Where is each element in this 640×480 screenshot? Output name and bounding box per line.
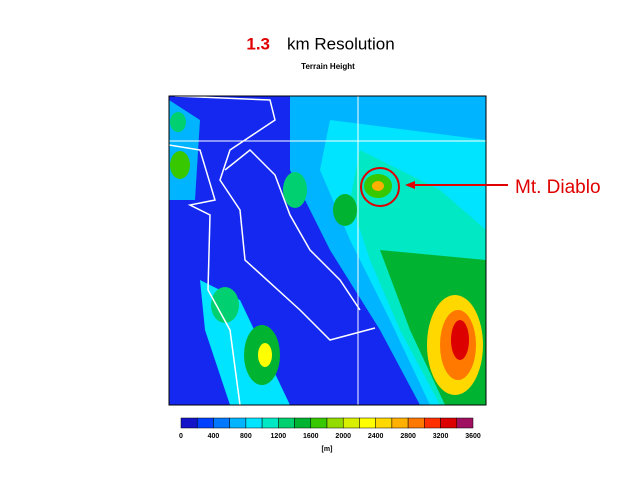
colorbar-tick-label: 2000	[335, 433, 351, 440]
colorbar-swatch	[294, 417, 312, 429]
colorbar-swatch	[310, 417, 328, 429]
colorbar-tick-label: 1200	[271, 433, 287, 440]
colorbar-tick-label: 2800	[400, 433, 416, 440]
colorbar-tick-label: 800	[240, 433, 252, 440]
colorbar-swatch	[245, 417, 263, 429]
colorbar-swatch	[359, 417, 376, 429]
colorbar-swatch	[407, 417, 425, 429]
colorbar-swatch	[440, 417, 458, 429]
colorbar-tick-label: 3600	[465, 433, 481, 440]
colorbar-swatch	[391, 417, 409, 429]
colorbar-unit: [m]	[322, 446, 333, 453]
colorbar-tick-label: 2400	[368, 433, 384, 440]
colorbar-swatch	[326, 417, 344, 429]
colorbar-swatch	[342, 417, 360, 429]
resolution-value: 1.3	[246, 34, 270, 53]
colorbar-swatch	[261, 417, 279, 429]
arrow-head	[405, 181, 415, 189]
colorbar-swatch	[213, 417, 230, 429]
colorbar-tick-label: 400	[208, 433, 220, 440]
colorbar-swatch	[375, 417, 393, 429]
colorbar: 0 400 800 1200 1600 2000 2400 2800 3200 3600 [m]	[179, 417, 481, 453]
colorbar-tick-label: 0	[179, 433, 183, 440]
colorbar-swatch	[278, 417, 295, 429]
subtitle: Terrain Height	[301, 62, 355, 71]
colorbar-tick-label: 1600	[303, 433, 319, 440]
title: km Resolution	[287, 34, 395, 53]
colorbar-swatch	[180, 417, 198, 429]
colorbar-swatch	[229, 417, 247, 429]
highlight-circle	[360, 167, 400, 207]
terrain-map	[168, 95, 487, 406]
annotation: Mt. Diablo	[515, 177, 601, 198]
colorbar-swatch	[424, 417, 441, 429]
colorbar-swatch	[456, 417, 474, 429]
colorbar-swatch	[196, 417, 214, 429]
colorbar-tick-label: 3200	[433, 433, 449, 440]
